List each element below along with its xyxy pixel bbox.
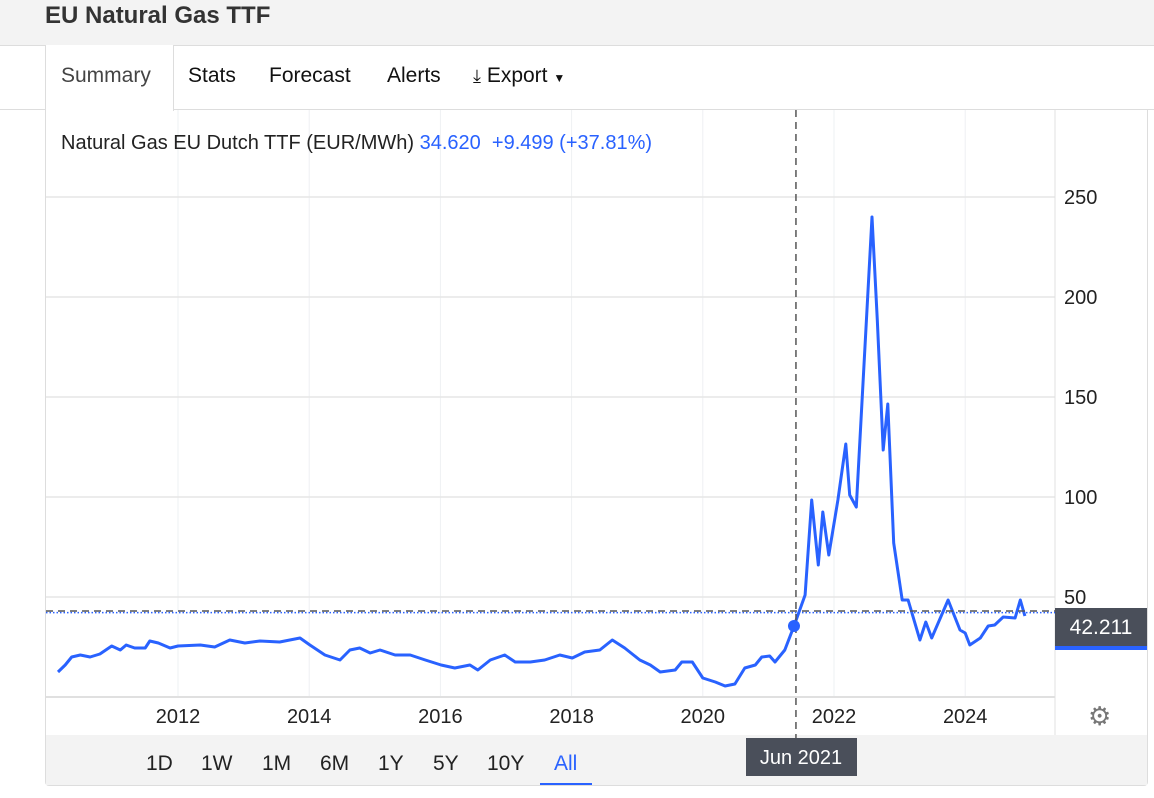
price-line [56, 215, 1027, 688]
range-1m[interactable]: 1M [262, 752, 292, 775]
hover-marker [787, 620, 800, 632]
range-all[interactable]: All [554, 752, 578, 775]
range-1y[interactable]: 1Y [378, 752, 404, 775]
y-tick-label: 250 [1064, 187, 1097, 209]
tab-export[interactable]: ⤓ Export ▼ [473, 64, 565, 88]
range-1w[interactable]: 1W [201, 752, 233, 775]
header-bar: EU Natural Gas TTF [0, 0, 1154, 46]
price-tag-underline [1055, 646, 1147, 650]
y-tick-label: 150 [1064, 387, 1097, 409]
x-tick-label: 2020 [681, 706, 726, 728]
range-6m[interactable]: 6M [320, 752, 350, 775]
legend-value: 34.620 [419, 132, 481, 154]
settings-gear-icon[interactable]: ⚙ [1088, 701, 1112, 731]
caret-down-icon: ▼ [553, 71, 566, 85]
export-label: Export [486, 64, 548, 87]
legend-name: Natural Gas EU Dutch TTF (EUR/MWh) [61, 132, 415, 154]
range-10y[interactable]: 10Y [487, 752, 525, 775]
x-tick-label: 2016 [418, 706, 463, 728]
chart-legend: Natural Gas EU Dutch TTF (EUR/MWh) 34.62… [61, 132, 652, 155]
range-selector [46, 735, 1147, 785]
tab-alerts[interactable]: Alerts [387, 64, 441, 87]
tab-forecast[interactable]: Forecast [269, 64, 351, 87]
y-tick-label: 50 [1064, 587, 1086, 609]
date-tag [746, 738, 857, 776]
tab-summary[interactable]: Summary [61, 64, 151, 87]
tab-bar [0, 45, 1154, 110]
range-active-underline [540, 783, 592, 785]
y-tick-label: 100 [1064, 487, 1097, 509]
range-5y[interactable]: 5Y [433, 752, 459, 775]
tab-stats[interactable]: Stats [188, 64, 236, 87]
x-tick-label: 2014 [287, 706, 332, 728]
range-1d[interactable]: 1D [146, 752, 173, 775]
page-title: EU Natural Gas TTF [45, 2, 271, 29]
chart-panel [45, 110, 1148, 786]
price-tag-label: 42.211 [1070, 616, 1133, 639]
x-tick-label: 2022 [812, 706, 857, 728]
x-tick-label: 2024 [943, 706, 988, 728]
price-tag [1055, 608, 1147, 646]
y-tick-label: 200 [1064, 287, 1097, 309]
x-tick-label: 2018 [549, 706, 594, 728]
date-tag-label: Jun 2021 [760, 747, 842, 769]
x-tick-label: 2012 [156, 706, 201, 728]
download-icon: ⤓ [473, 66, 481, 86]
active-tab-box [45, 45, 174, 111]
legend-change: +9.499 (+37.81%) [491, 132, 653, 154]
